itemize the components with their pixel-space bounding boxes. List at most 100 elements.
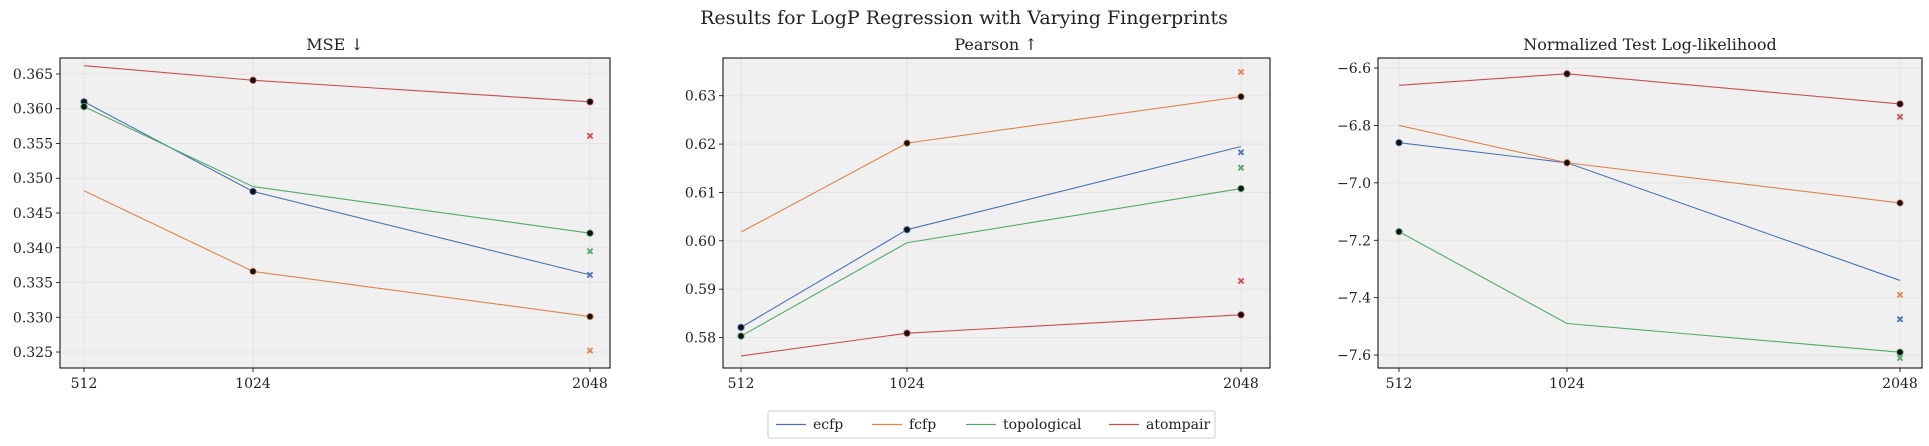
y-tick-label: −6.8 <box>1337 118 1371 134</box>
data-point-topological <box>1395 228 1403 236</box>
x-marker-stroke <box>1237 164 1245 172</box>
y-tick-label: 0.355 <box>13 136 53 152</box>
y-tick-label: −7.0 <box>1337 176 1371 192</box>
x-tick-label: 512 <box>728 376 755 392</box>
data-point-fcfp <box>249 267 257 275</box>
data-point-atompair <box>586 98 594 106</box>
x-tick-label: 512 <box>71 376 98 392</box>
frame-pearson <box>722 57 1271 369</box>
x-marker-topological <box>1237 164 1245 172</box>
x-marker-atompair <box>1896 113 1904 121</box>
series-pearson <box>737 68 1245 357</box>
x-marker-stroke <box>1896 354 1904 362</box>
data-point-atompair <box>903 329 911 337</box>
series-line-topological <box>83 106 591 234</box>
panel-title-loglik: Normalized Test Log-likelihood <box>1523 35 1776 54</box>
y-tick-label: −7.2 <box>1337 233 1371 249</box>
x-marker-stroke <box>1896 113 1904 121</box>
figure-title: Results for LogP Regression with Varying… <box>700 7 1228 29</box>
x-marker-fcfp <box>1896 291 1904 299</box>
x-marker-ecfp <box>1896 315 1904 323</box>
data-point-atompair <box>1563 70 1571 78</box>
data-point-fcfp <box>1896 199 1904 207</box>
data-point-fcfp <box>586 312 594 321</box>
legend: ecfp fcfp topological atompair <box>767 410 1216 439</box>
x-ticks-pearson: 512 1024 2048 <box>728 368 1259 392</box>
data-point-topological <box>586 229 594 237</box>
legend-label-ecfp: ecfp <box>813 417 843 433</box>
y-tick-label: 0.59 <box>685 282 716 298</box>
subplot-mse: MSE ↓ 0.325 0.330 0.335 0.340 0.345 0.350 0.35… <box>13 35 611 392</box>
x-tick-label: 2048 <box>572 376 608 392</box>
panel-title-mse: MSE ↓ <box>306 35 364 54</box>
series-line-topological <box>1398 231 1901 353</box>
y-tick-label: 0.345 <box>13 206 53 222</box>
x-tick-label: 2048 <box>1882 376 1918 392</box>
data-point-ecfp <box>249 187 257 196</box>
y-tick-label: 0.60 <box>685 234 716 250</box>
y-tick-label: 0.330 <box>13 310 53 326</box>
x-marker-topological <box>586 247 594 255</box>
x-marker-atompair <box>1237 277 1245 285</box>
data-point-fcfp <box>1563 159 1571 167</box>
x-tick-label: 512 <box>1386 376 1413 392</box>
x-marker-ecfp <box>1237 149 1245 156</box>
y-tick-label: 0.350 <box>13 171 53 187</box>
x-marker-fcfp <box>1237 68 1245 76</box>
y-tick-label: −6.6 <box>1337 61 1371 77</box>
y-tick-label: 0.63 <box>685 89 716 105</box>
x-marker-stroke <box>586 347 594 354</box>
x-tick-label: 1024 <box>889 376 925 392</box>
y-tick-label: −7.6 <box>1337 348 1371 364</box>
x-tick-label: 1024 <box>235 376 271 392</box>
y-tick-label: 0.58 <box>685 331 716 347</box>
x-tick-label: 1024 <box>1549 376 1585 392</box>
data-point-topological <box>80 103 88 111</box>
data-point-ecfp <box>1395 139 1403 147</box>
x-tick-label: 2048 <box>1223 376 1259 392</box>
y-ticks-loglik: −7.6 −7.4 −7.2 −7.0 −6.8 −6.6 <box>1337 61 1378 364</box>
series-loglik <box>1395 70 1904 362</box>
x-marker-stroke <box>586 247 594 255</box>
x-marker-stroke <box>1237 149 1245 156</box>
x-marker-topological <box>1896 354 1904 362</box>
x-marker-stroke <box>1896 291 1904 299</box>
y-tick-label: 0.365 <box>13 67 53 83</box>
data-point-atompair <box>1237 311 1245 319</box>
x-marker-atompair <box>586 132 594 140</box>
y-tick-label: 0.62 <box>685 137 716 153</box>
x-marker-stroke <box>1896 315 1904 323</box>
data-point-fcfp <box>903 139 911 147</box>
data-point-atompair <box>249 76 257 84</box>
y-tick-label: 0.335 <box>13 276 53 292</box>
series-line-topological <box>740 188 1242 337</box>
y-ticks-mse: 0.325 0.330 0.335 0.340 0.345 0.350 0.355 0.360… <box>13 67 60 361</box>
series-mse <box>80 65 594 354</box>
y-tick-label: 0.61 <box>685 185 716 201</box>
y-ticks-pearson: 0.58 0.59 0.60 0.61 0.62 0.63 <box>685 89 723 347</box>
x-marker-stroke <box>586 271 594 279</box>
plot-area-loglik <box>1378 58 1922 368</box>
legend-label-fcfp: fcfp <box>909 417 936 433</box>
data-point-ecfp <box>903 226 911 234</box>
grid-loglik <box>1378 58 1922 368</box>
x-marker-stroke <box>586 132 594 140</box>
data-point-atompair <box>1896 100 1904 108</box>
data-point-topological <box>737 332 745 340</box>
data-point-topological <box>1237 184 1245 193</box>
x-marker-fcfp <box>586 347 594 354</box>
x-ticks-mse: 512 1024 2048 <box>71 368 608 392</box>
data-point-topological <box>1896 348 1904 356</box>
x-marker-stroke <box>1237 68 1245 76</box>
subplot-loglik: Normalized Test Log-likelihood −7.6−7.4−… <box>1337 35 1923 392</box>
y-tick-label: −7.4 <box>1337 291 1371 307</box>
panel-title-pearson: Pearson ↑ <box>954 35 1037 54</box>
subplot-pearson: Pearson ↑ 0.58 0.59 0.60 0.61 0.62 0.63 512 10… <box>685 35 1271 392</box>
x-marker-stroke <box>1237 277 1245 285</box>
legend-label-topological: topological <box>1003 417 1082 433</box>
x-ticks-loglik: 512 1024 2048 <box>1386 368 1918 392</box>
plot-area-pearson <box>723 58 1270 368</box>
y-tick-label: 0.360 <box>13 102 53 118</box>
x-marker-ecfp <box>586 271 594 279</box>
